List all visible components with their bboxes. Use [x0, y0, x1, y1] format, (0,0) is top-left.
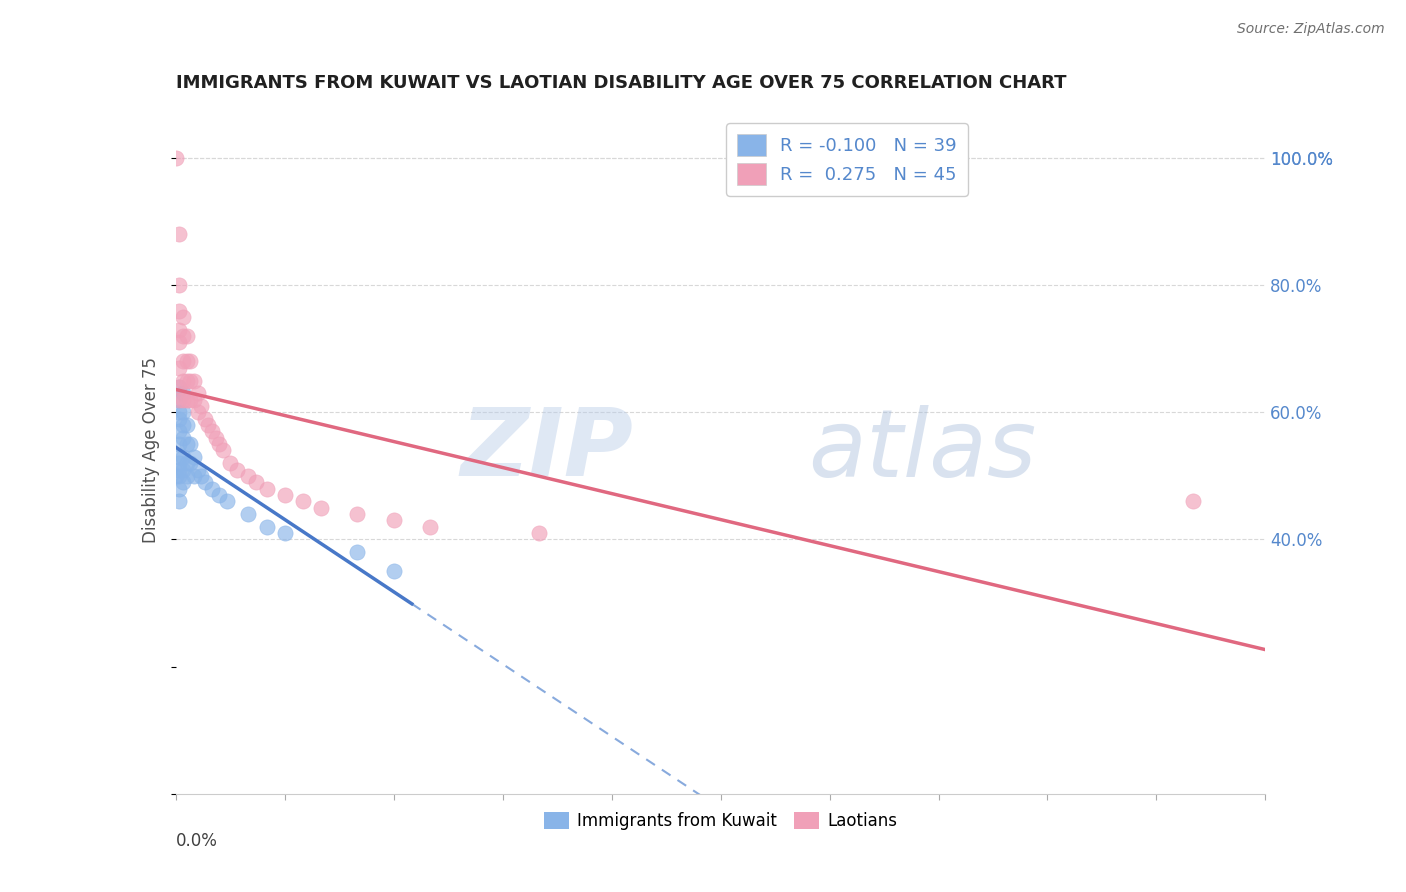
Point — [179, 374, 201, 388]
Point — [201, 425, 224, 439]
Point — [169, 303, 191, 318]
Point — [165, 151, 187, 165]
Point — [179, 392, 201, 407]
Point — [186, 386, 209, 401]
Point — [176, 417, 198, 432]
Point — [172, 450, 194, 464]
Point — [172, 386, 194, 401]
Point — [204, 431, 226, 445]
Point — [165, 469, 187, 483]
Point — [186, 405, 209, 419]
Point — [169, 405, 191, 419]
Point — [169, 323, 191, 337]
Point — [190, 399, 212, 413]
Point — [179, 456, 201, 470]
Point — [186, 462, 209, 476]
Point — [183, 469, 205, 483]
Point — [382, 564, 405, 578]
Point — [179, 354, 201, 368]
Y-axis label: Disability Age Over 75: Disability Age Over 75 — [142, 358, 160, 543]
Point — [194, 411, 217, 425]
Point — [172, 431, 194, 445]
Point — [169, 411, 191, 425]
Point — [169, 278, 191, 293]
Point — [169, 494, 191, 508]
Text: ZIP: ZIP — [461, 404, 633, 497]
Point — [169, 380, 191, 394]
Point — [183, 374, 205, 388]
Point — [176, 469, 198, 483]
Legend: Immigrants from Kuwait, Laotians: Immigrants from Kuwait, Laotians — [537, 805, 904, 837]
Point — [176, 329, 198, 343]
Point — [176, 392, 198, 407]
Point — [169, 462, 191, 476]
Point — [169, 425, 191, 439]
Point — [176, 437, 198, 451]
Point — [169, 227, 191, 242]
Point — [172, 354, 194, 368]
Point — [238, 507, 260, 521]
Point — [245, 475, 267, 490]
Point — [169, 450, 191, 464]
Point — [274, 488, 297, 502]
Point — [208, 488, 231, 502]
Text: IMMIGRANTS FROM KUWAIT VS LAOTIAN DISABILITY AGE OVER 75 CORRELATION CHART: IMMIGRANTS FROM KUWAIT VS LAOTIAN DISABI… — [176, 74, 1066, 92]
Point — [208, 437, 231, 451]
Point — [169, 392, 191, 407]
Point — [176, 354, 198, 368]
Point — [172, 329, 194, 343]
Point — [172, 392, 194, 407]
Point — [169, 360, 191, 375]
Point — [197, 417, 219, 432]
Point — [219, 456, 242, 470]
Point — [176, 456, 198, 470]
Point — [172, 462, 194, 476]
Point — [172, 374, 194, 388]
Point — [169, 437, 191, 451]
Point — [169, 380, 191, 394]
Point — [179, 437, 201, 451]
Point — [419, 520, 441, 534]
Text: atlas: atlas — [807, 405, 1036, 496]
Point — [169, 482, 191, 496]
Point — [346, 545, 368, 559]
Point — [309, 500, 332, 515]
Point — [169, 469, 191, 483]
Point — [274, 526, 297, 541]
Point — [226, 462, 249, 476]
Point — [238, 469, 260, 483]
Point — [169, 456, 191, 470]
Point — [527, 526, 550, 541]
Point — [169, 335, 191, 350]
Point — [176, 374, 198, 388]
Point — [215, 494, 238, 508]
Point — [291, 494, 314, 508]
Point — [194, 475, 217, 490]
Point — [256, 482, 278, 496]
Point — [1181, 494, 1204, 508]
Point — [183, 392, 205, 407]
Point — [172, 417, 194, 432]
Point — [172, 310, 194, 324]
Point — [172, 475, 194, 490]
Text: Source: ZipAtlas.com: Source: ZipAtlas.com — [1237, 22, 1385, 37]
Point — [201, 482, 224, 496]
Point — [212, 443, 235, 458]
Point — [190, 469, 212, 483]
Point — [172, 405, 194, 419]
Point — [256, 520, 278, 534]
Point — [169, 392, 191, 407]
Point — [382, 513, 405, 527]
Text: 0.0%: 0.0% — [176, 831, 218, 850]
Point — [346, 507, 368, 521]
Point — [183, 450, 205, 464]
